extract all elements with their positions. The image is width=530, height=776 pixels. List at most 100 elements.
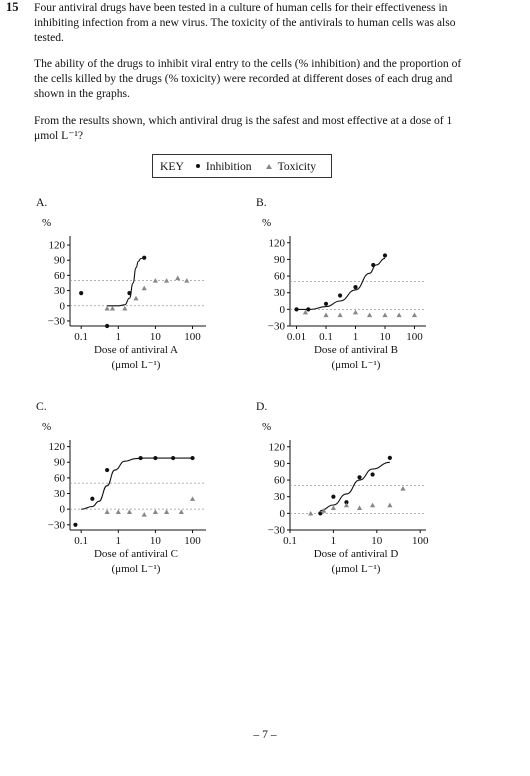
toxicity-point: [337, 312, 343, 318]
y-tick-label: 90: [274, 254, 286, 266]
y-tick-label: −30: [48, 519, 66, 531]
toxicity-point: [133, 295, 139, 301]
y-axis-label: %: [262, 421, 271, 433]
x-axis-unit: (μmol L⁻¹): [112, 359, 161, 371]
inhibition-point: [138, 455, 143, 461]
y-tick-label: 120: [269, 237, 286, 249]
inhibition-point: [73, 522, 78, 527]
toxicity-point: [178, 509, 184, 514]
inhibition-point: [105, 323, 110, 329]
x-tick-label: 1: [353, 331, 359, 343]
y-axis-label: %: [262, 217, 271, 229]
toxicity-point: [387, 502, 393, 508]
y-tick-label: −30: [268, 525, 286, 537]
y-tick-label: 120: [49, 441, 66, 453]
toxicity-point: [189, 496, 196, 501]
inhibition-point: [370, 472, 375, 477]
toxicity-point: [141, 511, 147, 517]
toxicity-point: [382, 312, 388, 318]
y-tick-label: 30: [274, 491, 286, 503]
x-tick-label: 100: [406, 331, 423, 343]
x-tick-label: 10: [379, 331, 391, 343]
inhibition-point: [90, 496, 95, 501]
x-axis-label: Dose of antiviral D: [314, 548, 399, 560]
y-tick-label: 30: [54, 285, 66, 297]
y-tick-label: 90: [54, 255, 66, 267]
toxicity-point: [352, 309, 359, 315]
y-axis-label: %: [42, 421, 51, 433]
x-tick-label: 10: [371, 535, 383, 547]
question-paragraph-1: Four antiviral drugs have been tested in…: [34, 1, 456, 44]
x-axis-label: Dose of antiviral B: [314, 344, 398, 356]
y-tick-label: −30: [48, 315, 66, 327]
panel-label: B.: [256, 196, 267, 209]
toxicity-point: [396, 312, 402, 318]
y-tick-label: 120: [269, 441, 286, 453]
fitted-curve: [320, 461, 390, 512]
question-paragraph-2: The ability of the drugs to inhibit vira…: [34, 57, 462, 100]
y-tick-label: 120: [49, 240, 66, 252]
y-tick-label: 0: [280, 304, 286, 316]
graph-panel-d: D.% 120 90 60 30 0 −30 0.1 1 10 100 Dose of antivir…: [250, 400, 470, 600]
x-tick-label: 0.1: [283, 535, 297, 547]
x-tick-label: 100: [184, 535, 201, 547]
inhibition-point: [105, 467, 110, 473]
fitted-curve: [107, 257, 145, 307]
inhibition-point: [371, 262, 376, 268]
question-paragraph-3: From the results shown, which antiviral …: [34, 114, 453, 142]
toxicity-point: [400, 485, 406, 491]
inhibition-point: [353, 285, 358, 290]
inhibition-point: [382, 253, 388, 258]
page-number: – 7 –: [253, 728, 277, 741]
toxicity-point: [369, 502, 376, 508]
inhibition-point: [294, 307, 299, 312]
toxicity-point: [152, 278, 159, 283]
x-tick-label: 0.1: [319, 331, 333, 343]
graph-panel-b: B.% 120 90 60 30 0 −30 0.01 0.1 1 10 100 Dose of ant…: [250, 196, 470, 396]
inhibition-point: [142, 255, 147, 260]
x-tick-label: 1: [116, 331, 122, 343]
panel-label: D.: [256, 400, 268, 413]
inhibition-point: [79, 291, 84, 296]
question-number: 15: [6, 0, 19, 14]
toxicity-point: [152, 509, 159, 514]
toxicity-marker-icon: [265, 163, 272, 169]
y-tick-label: 90: [274, 458, 286, 470]
x-axis-unit: (μmol L⁻¹): [332, 359, 381, 371]
chart-svg: % 120 90 60 30 0 −300.01 0.1 1 10 100 Dose of antiv…: [262, 217, 426, 371]
toxicity-point: [330, 505, 337, 511]
inhibition-point: [337, 293, 343, 298]
key-toxicity-label: Toxicity: [277, 159, 317, 173]
x-tick-label: 100: [184, 331, 201, 343]
fitted-curve: [81, 457, 193, 510]
x-axis-label: Dose of antiviral A: [94, 344, 178, 356]
x-tick-label: 10: [150, 535, 162, 547]
y-tick-label: 0: [60, 300, 66, 312]
toxicity-point: [122, 305, 128, 311]
toxicity-point: [323, 312, 329, 318]
x-axis-unit: (μmol L⁻¹): [332, 563, 381, 575]
y-tick-label: 60: [54, 472, 66, 484]
toxicity-point: [115, 509, 121, 514]
toxicity-point: [163, 509, 170, 514]
x-tick-label: 0.1: [74, 535, 88, 547]
toxicity-point: [104, 305, 110, 311]
inhibition-point: [127, 291, 132, 296]
y-axis-label: %: [42, 217, 51, 229]
y-tick-label: 60: [274, 475, 286, 487]
toxicity-point: [104, 509, 110, 514]
inhibition-point: [171, 455, 176, 461]
toxicity-point: [175, 275, 181, 281]
x-tick-label: 0.01: [287, 331, 306, 343]
y-tick-label: −30: [268, 321, 286, 333]
inhibition-point: [153, 455, 158, 461]
y-tick-label: 90: [54, 457, 66, 469]
toxicity-point: [302, 309, 309, 315]
fitted-curve: [296, 257, 386, 310]
y-tick-label: 60: [54, 270, 66, 282]
toxicity-point: [343, 502, 350, 508]
y-tick-label: 60: [274, 271, 286, 283]
